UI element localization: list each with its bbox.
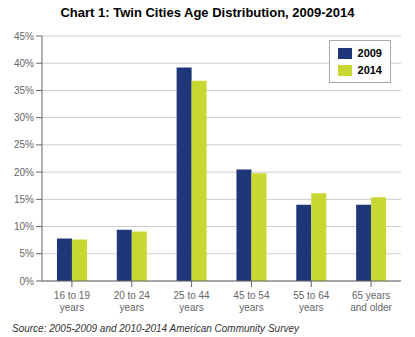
svg-text:15%: 15% [14, 194, 34, 205]
svg-text:25 to 44years: 25 to 44years [174, 290, 211, 313]
svg-text:10%: 10% [14, 221, 34, 232]
svg-text:0%: 0% [20, 276, 35, 287]
svg-text:55 to 64years: 55 to 64years [293, 290, 330, 313]
svg-text:35%: 35% [14, 85, 34, 96]
svg-text:45 to 54years: 45 to 54years [233, 290, 270, 313]
svg-text:65 yearsand older: 65 yearsand older [350, 290, 392, 313]
svg-text:40%: 40% [14, 58, 34, 69]
svg-text:5%: 5% [20, 248, 35, 259]
svg-text:20 to 24years: 20 to 24years [114, 290, 151, 313]
html-text:Chart 1: Twin Cities Age Distr: Chart 1: Twin Cities Age Distribution, 2… [60, 5, 355, 20]
html-text:2014: 2014 [357, 64, 382, 76]
svg-text:25%: 25% [14, 139, 34, 150]
svg-text:16 to 19years: 16 to 19years [54, 290, 91, 313]
svg-text:20%: 20% [14, 167, 34, 178]
svg-text:30%: 30% [14, 112, 34, 123]
html-text:Source: 2005-2009 and 2010-201: Source: 2005-2009 and 2010-2014 American… [12, 323, 299, 334]
html-text:2009: 2009 [357, 47, 382, 59]
svg-text:45%: 45% [14, 31, 34, 42]
